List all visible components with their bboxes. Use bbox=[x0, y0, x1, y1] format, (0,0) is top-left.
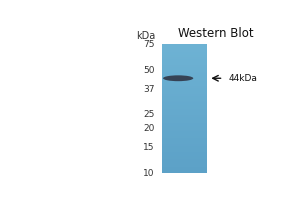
Bar bbox=[162, 125, 207, 126]
Bar bbox=[162, 71, 207, 73]
Bar bbox=[162, 115, 207, 117]
Bar bbox=[162, 168, 207, 170]
Bar bbox=[162, 65, 207, 67]
Bar bbox=[162, 49, 207, 50]
Text: 44kDa: 44kDa bbox=[228, 74, 257, 83]
Bar bbox=[162, 118, 207, 120]
Bar bbox=[162, 63, 207, 65]
Bar bbox=[162, 91, 207, 93]
Bar bbox=[162, 116, 207, 118]
Bar bbox=[162, 84, 207, 86]
Bar bbox=[162, 121, 207, 123]
Bar bbox=[162, 81, 207, 83]
Bar bbox=[162, 66, 207, 68]
Bar bbox=[162, 152, 207, 154]
Bar bbox=[162, 86, 207, 88]
Bar bbox=[162, 141, 207, 143]
Bar bbox=[162, 79, 207, 81]
Bar bbox=[162, 128, 207, 130]
Bar bbox=[162, 146, 207, 148]
Bar bbox=[162, 149, 207, 151]
Bar bbox=[162, 50, 207, 52]
Bar bbox=[162, 76, 207, 78]
Bar bbox=[162, 45, 207, 47]
Bar bbox=[162, 105, 207, 107]
Bar bbox=[162, 83, 207, 84]
Bar bbox=[162, 92, 207, 94]
Text: 10: 10 bbox=[143, 169, 155, 178]
Bar bbox=[162, 97, 207, 99]
Bar bbox=[162, 136, 207, 138]
Bar bbox=[162, 144, 207, 146]
Bar bbox=[162, 60, 207, 62]
Bar bbox=[162, 52, 207, 54]
Bar bbox=[162, 126, 207, 128]
Bar bbox=[162, 57, 207, 59]
Bar bbox=[162, 147, 207, 149]
Bar bbox=[162, 171, 207, 173]
Bar bbox=[162, 74, 207, 76]
Bar bbox=[162, 157, 207, 159]
Bar bbox=[162, 102, 207, 104]
Bar bbox=[162, 123, 207, 125]
Text: Western Blot: Western Blot bbox=[178, 27, 254, 40]
Text: 20: 20 bbox=[143, 124, 155, 133]
Bar bbox=[162, 112, 207, 114]
Bar bbox=[162, 95, 207, 97]
Text: 50: 50 bbox=[143, 66, 155, 75]
Bar bbox=[162, 99, 207, 101]
Bar bbox=[162, 55, 207, 57]
Bar bbox=[162, 134, 207, 136]
Bar bbox=[162, 131, 207, 133]
Bar bbox=[162, 53, 207, 55]
Bar bbox=[162, 139, 207, 141]
Bar bbox=[162, 68, 207, 70]
Bar bbox=[162, 61, 207, 63]
Bar bbox=[162, 159, 207, 160]
Bar bbox=[162, 160, 207, 162]
Text: 15: 15 bbox=[143, 143, 155, 152]
Bar bbox=[162, 87, 207, 89]
Bar bbox=[162, 113, 207, 115]
Bar bbox=[162, 107, 207, 109]
Bar bbox=[162, 73, 207, 75]
Bar bbox=[162, 150, 207, 152]
Bar bbox=[162, 89, 207, 91]
Bar bbox=[162, 120, 207, 122]
Bar bbox=[162, 44, 207, 46]
Text: 75: 75 bbox=[143, 40, 155, 49]
Bar bbox=[162, 129, 207, 131]
Bar bbox=[162, 133, 207, 135]
Bar bbox=[162, 167, 207, 169]
Bar bbox=[162, 154, 207, 156]
Bar bbox=[162, 108, 207, 110]
Text: 25: 25 bbox=[143, 110, 155, 119]
Bar bbox=[162, 100, 207, 102]
Bar bbox=[162, 78, 207, 80]
Bar bbox=[162, 70, 207, 72]
Text: 37: 37 bbox=[143, 85, 155, 94]
Bar bbox=[162, 165, 207, 167]
Bar bbox=[162, 58, 207, 60]
Text: kDa: kDa bbox=[136, 31, 155, 41]
Bar bbox=[162, 170, 207, 172]
Bar bbox=[162, 110, 207, 112]
Bar bbox=[162, 155, 207, 157]
Bar bbox=[162, 104, 207, 105]
Ellipse shape bbox=[163, 75, 193, 81]
Bar bbox=[162, 137, 207, 139]
Bar bbox=[162, 163, 207, 165]
Bar bbox=[162, 142, 207, 144]
Bar bbox=[162, 94, 207, 96]
Bar bbox=[162, 47, 207, 49]
Bar bbox=[162, 162, 207, 164]
